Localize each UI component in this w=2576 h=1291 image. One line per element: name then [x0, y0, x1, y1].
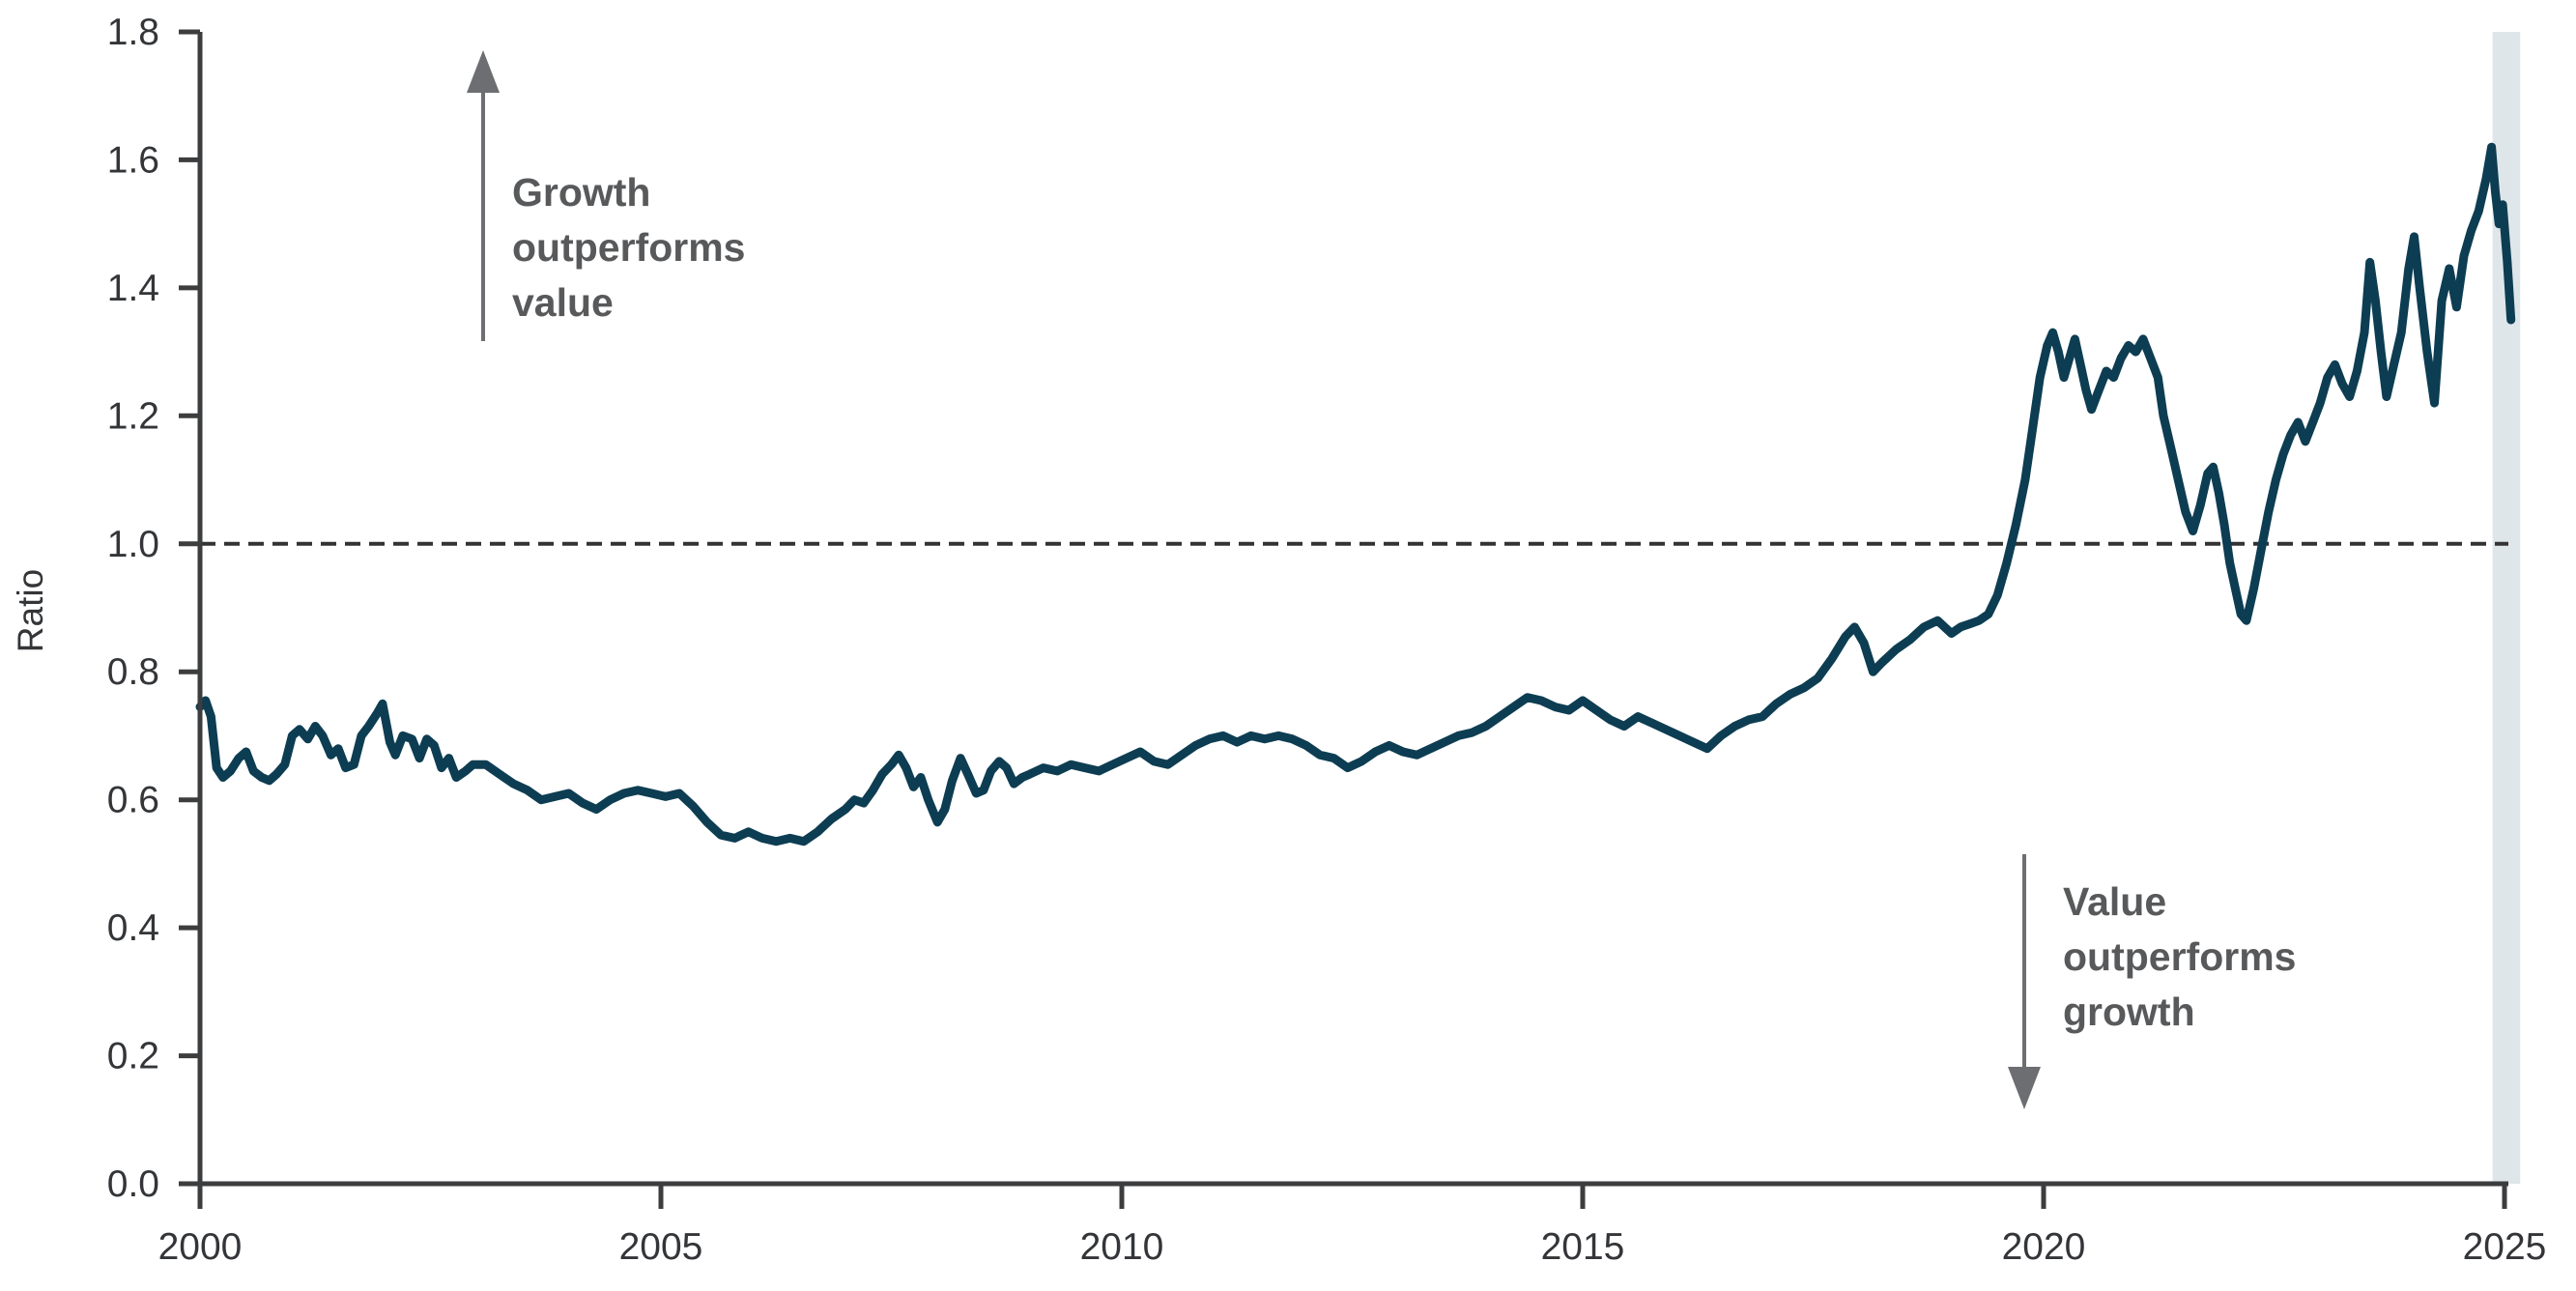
annotation-value-text: Value outperforms growth: [2063, 879, 2307, 1034]
annotation-line: Value: [2063, 879, 2166, 924]
x-axis-tick-label: 2020: [2002, 1226, 2086, 1268]
annotation-growth-outperforms: Growth outperforms value: [467, 50, 757, 341]
x-axis-tick-label: 2025: [2463, 1226, 2547, 1268]
annotation-line: value: [512, 280, 614, 325]
annotation-line: outperforms: [512, 225, 745, 270]
y-axis-tick-label: 0.0: [107, 1163, 159, 1205]
annotation-growth-text: Growth outperforms value: [512, 170, 757, 325]
annotation-line: outperforms: [2063, 934, 2296, 979]
y-axis-title: Ratio: [11, 569, 50, 652]
y-axis-tick-label: 1.0: [107, 524, 159, 565]
x-axis-tick-label: 2005: [619, 1226, 703, 1268]
annotation-line: Growth: [512, 170, 650, 215]
ratio-line-series: [195, 142, 2516, 846]
y-axis-tick-label: 1.4: [107, 268, 159, 309]
y-axis-tick-label: 1.6: [107, 139, 159, 181]
y-axis-tick-label: 1.2: [107, 395, 159, 437]
up-arrow-icon: [467, 50, 500, 93]
x-axis-tick-label: 2000: [158, 1226, 243, 1268]
y-axis-tick-label: 0.8: [107, 651, 159, 693]
y-axis-tick-label: 0.6: [107, 780, 159, 821]
down-arrow-icon: [2008, 1067, 2041, 1109]
x-axis-tick-label: 2010: [1080, 1226, 1164, 1268]
x-axis-tick-label: 2015: [1541, 1226, 1625, 1268]
y-axis-tick-label: 0.2: [107, 1036, 159, 1077]
y-axis-tick-label: 0.4: [107, 907, 159, 949]
y-axis-tick-label: 1.8: [107, 12, 159, 53]
chart-dynamic-layer: 0.0 0.2 0.4 0.6 0.8 1.0 1.2 1.4 1.6 1.8 2000 2005 20…: [107, 12, 2547, 1268]
annotation-value-outperforms: Value outperforms growth: [2008, 854, 2307, 1109]
annotation-line: growth: [2063, 990, 2195, 1034]
